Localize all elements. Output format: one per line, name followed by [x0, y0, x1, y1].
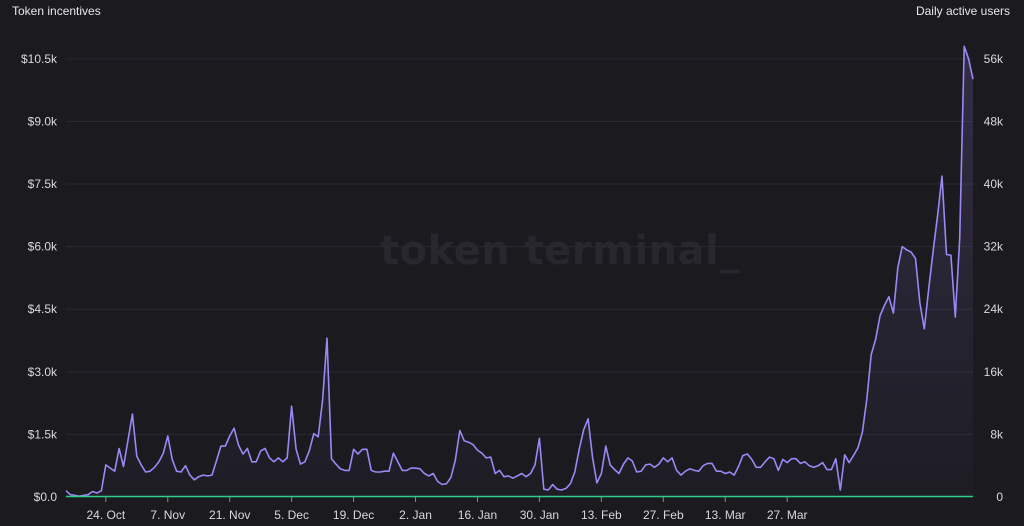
x-tick-label: 2. Jan	[399, 508, 432, 522]
right-axis-title: Daily active users	[915, 4, 1010, 18]
right-tick-label: 32k	[984, 240, 1004, 254]
left-tick-label: $7.5k	[28, 177, 58, 191]
right-axis-ticks: 0 8k 16k 24k 32k 40k 48k 56k	[984, 52, 1004, 504]
right-tick-label: 56k	[984, 52, 1004, 66]
x-tick-label: 24. Oct	[86, 508, 125, 522]
right-tick-label: 16k	[984, 365, 1004, 379]
series-layer	[65, 45, 974, 498]
series-line-daily-active-users	[65, 45, 974, 497]
left-axis-title: Token incentives	[12, 4, 101, 18]
right-tick-label: 40k	[984, 177, 1004, 191]
x-tick-label: 7. Nov	[150, 508, 185, 522]
x-tick-label: 27. Mar	[767, 508, 808, 522]
right-tick-label: 8k	[990, 427, 1004, 441]
right-tick-label: 0	[996, 490, 1003, 504]
x-axis-ticks: 24. Oct 7. Nov 21. Nov 5. Dec 19. Dec 2. Jan 1…	[86, 497, 808, 522]
left-tick-label: $0.0	[34, 490, 58, 504]
x-tick-label: 5. Dec	[274, 508, 309, 522]
x-tick-label: 27. Feb	[643, 508, 684, 522]
right-tick-label: 24k	[984, 302, 1004, 316]
x-tick-label: 16. Jan	[458, 508, 497, 522]
right-tick-label: 48k	[984, 114, 1004, 128]
left-tick-label: $6.0k	[28, 240, 58, 254]
x-tick-label: 13. Mar	[705, 508, 746, 522]
x-tick-label: 30. Jan	[520, 508, 559, 522]
left-tick-label: $4.5k	[28, 302, 58, 316]
left-tick-label: $3.0k	[28, 365, 58, 379]
left-tick-label: $1.5k	[28, 427, 58, 441]
x-tick-label: 19. Dec	[333, 508, 374, 522]
x-tick-label: 21. Nov	[209, 508, 250, 522]
series-area	[66, 46, 973, 498]
watermark-logo: token terminal_	[380, 228, 740, 274]
x-tick-label: 13. Feb	[581, 508, 622, 522]
left-tick-label: $10.5k	[21, 52, 58, 66]
left-tick-label: $9.0k	[28, 114, 58, 128]
grid-lines	[66, 58, 973, 435]
left-axis-ticks: $0.0 $1.5k $3.0k $4.5k $6.0k $7.5k $9.0k $10.5k	[21, 52, 58, 504]
